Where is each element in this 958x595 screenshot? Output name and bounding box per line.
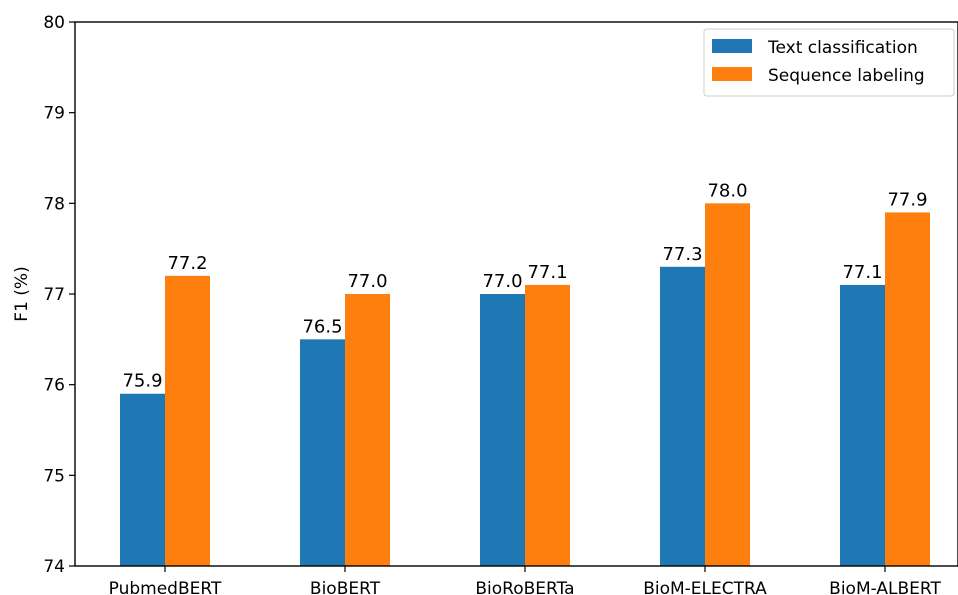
bar-text-classification-1 xyxy=(300,339,345,566)
legend-box xyxy=(703,28,955,97)
bar-sequence-labeling-2 xyxy=(525,284,570,566)
legend-label: Sequence labeling xyxy=(768,66,925,86)
legend-swatch xyxy=(712,39,752,53)
data-label: 77.9 xyxy=(887,189,927,210)
data-label: 77.3 xyxy=(662,244,702,265)
x-tick-label: BioM-ALBERT xyxy=(829,579,941,595)
y-tick-label: 75 xyxy=(43,466,65,486)
y-tick-label: 77 xyxy=(43,285,65,305)
bar-text-classification-3 xyxy=(660,266,705,566)
legend-label: Text classification xyxy=(767,38,918,58)
legend-swatch xyxy=(712,67,752,81)
y-axis: 74 75 76 77 78 79 80 xyxy=(43,13,75,577)
data-label: 77.1 xyxy=(527,262,567,283)
y-tick-label: 79 xyxy=(43,104,65,124)
x-axis: PubmedBERT BioBERT BioRoBERTa BioM-ELECTRA B… xyxy=(109,566,941,595)
bar-text-classification-2 xyxy=(480,294,525,566)
bar-text-classification-4 xyxy=(840,284,885,566)
y-tick-label: 78 xyxy=(43,194,65,214)
y-tick-label: 76 xyxy=(43,376,65,396)
data-label: 75.9 xyxy=(122,371,162,392)
y-tick-label: 80 xyxy=(43,13,65,33)
data-label: 77.1 xyxy=(842,262,882,283)
data-label: 78.0 xyxy=(707,180,747,201)
y-axis-title: F1 (%) xyxy=(12,266,32,321)
bars-layer xyxy=(120,203,930,567)
bar-sequence-labeling-4 xyxy=(885,212,930,566)
legend: Text classification Sequence labeling xyxy=(703,28,955,97)
data-label: 77.0 xyxy=(482,271,522,292)
x-tick-label: BioRoBERTa xyxy=(475,579,574,595)
x-tick-label: PubmedBERT xyxy=(109,579,222,595)
data-label: 77.0 xyxy=(347,271,387,292)
y-tick-label: 74 xyxy=(43,557,65,577)
data-label: 76.5 xyxy=(302,316,342,337)
x-tick-label: BioBERT xyxy=(310,579,381,595)
bar-sequence-labeling-1 xyxy=(345,294,390,566)
bar-sequence-labeling-0 xyxy=(165,275,210,566)
bar-text-classification-0 xyxy=(120,393,165,566)
bar-sequence-labeling-3 xyxy=(705,203,750,567)
x-tick-label: BioM-ELECTRA xyxy=(643,579,767,595)
value-labels-layer: 75.976.577.077.377.177.277.0 77.178.0 77.9 xyxy=(122,180,927,391)
data-label: 77.2 xyxy=(167,253,207,274)
